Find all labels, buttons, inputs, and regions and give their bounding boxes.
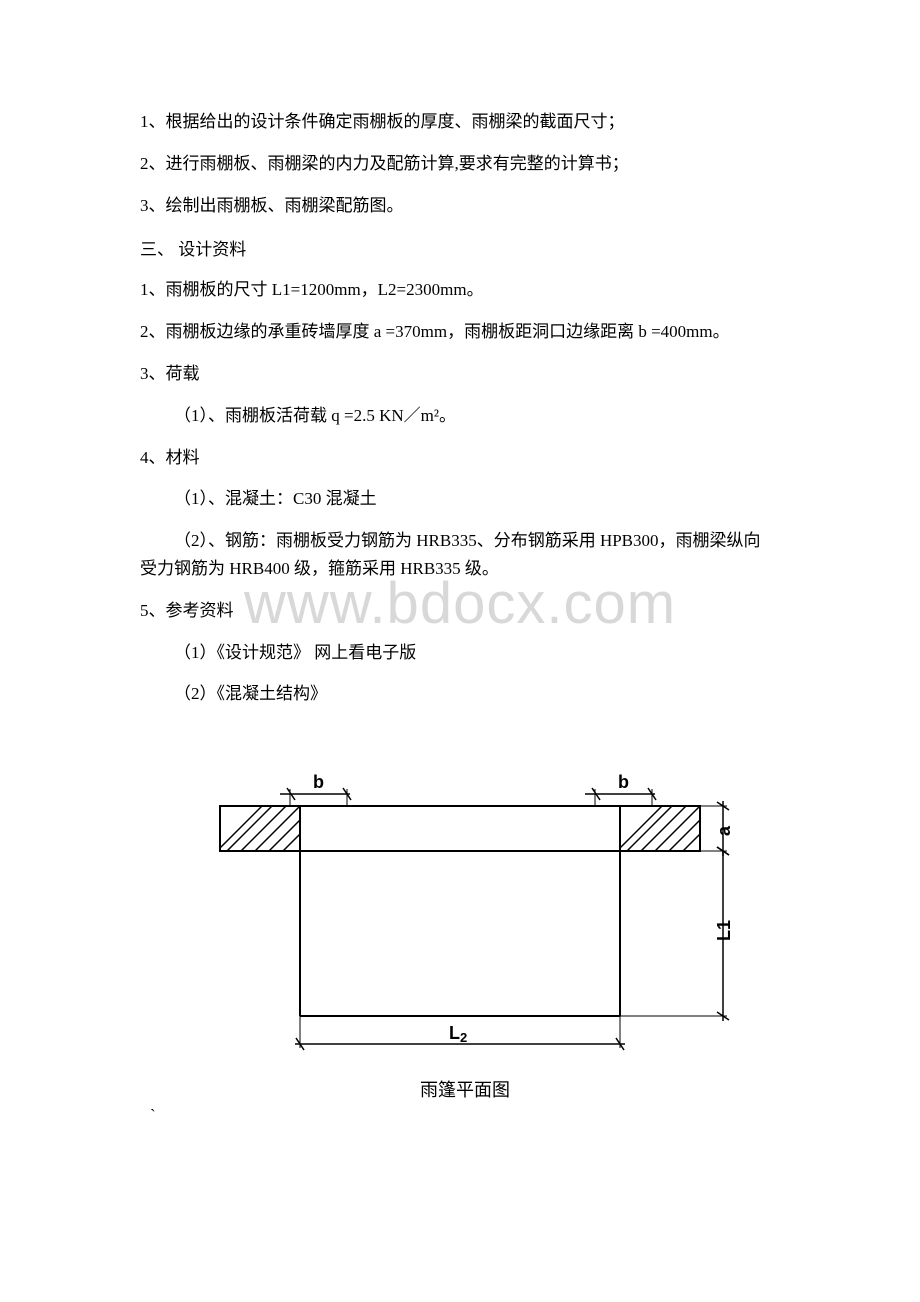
paragraph-3: 3、绘制出雨棚板、雨棚梁配筋图。 xyxy=(140,194,790,218)
dim-L2-label: L2 xyxy=(449,1023,467,1045)
dim-L1: L1 xyxy=(620,847,734,1021)
paragraph-5: 2、雨棚板边缘的承重砖墙厚度 a =370mm，雨棚板距洞口边缘距离 b =40… xyxy=(140,320,790,344)
dim-b-left: b xyxy=(280,772,351,806)
paragraph-1: 1、根据给出的设计条件确定雨棚板的厚度、雨棚梁的截面尺寸； xyxy=(140,110,790,134)
dim-b-right-label: b xyxy=(618,772,629,792)
document-content: 1、根据给出的设计条件确定雨棚板的厚度、雨棚梁的截面尺寸； 2、进行雨棚板、雨棚… xyxy=(0,0,920,1126)
dim-b-right: b xyxy=(585,772,656,806)
paragraph-9: （1）、混凝土：C30 混凝土 xyxy=(140,487,790,511)
section-3-title: 三、 设计资料 xyxy=(140,235,790,260)
diagram-title: 雨篷平面图 xyxy=(165,1076,765,1102)
paragraph-13: （2）《混凝土结构》 xyxy=(140,682,790,706)
paragraph-10b: 受力钢筋为 HRB400 级，箍筋采用 HRB335 级。 xyxy=(140,557,790,581)
paragraph-6: 3、荷载 xyxy=(140,362,790,386)
hatch-left xyxy=(220,806,300,851)
hatch-right xyxy=(620,806,700,851)
paragraph-11: 5、参考资料 xyxy=(140,599,790,623)
canopy-plan-diagram: b b a xyxy=(165,766,765,1106)
dim-a-label: a xyxy=(714,825,734,836)
paragraph-12: （1）《设计规范》 网上看电子版 xyxy=(140,641,790,665)
dim-L1-label: L1 xyxy=(714,920,734,941)
wall-left-rect xyxy=(220,806,300,851)
paragraph-2: 2、进行雨棚板、雨棚梁的内力及配筋计算,要求有完整的计算书； xyxy=(140,152,790,176)
diagram-svg: b b a xyxy=(165,766,765,1066)
dim-b-left-label: b xyxy=(313,772,324,792)
paragraph-4: 1、雨棚板的尺寸 L1=1200mm，L2=2300mm。 xyxy=(140,278,790,302)
paragraph-10a: （2）、钢筋：雨棚板受力钢筋为 HRB335、分布钢筋采用 HPB300，雨棚梁… xyxy=(140,529,790,553)
paragraph-8: 4、材料 xyxy=(140,446,790,470)
stray-backtick: ` xyxy=(150,1106,790,1126)
wall-right-rect xyxy=(620,806,700,851)
paragraph-7: （1）、雨棚板活荷载 q =2.5 KN／m²。 xyxy=(140,404,790,428)
dim-L2: L2 xyxy=(295,1016,625,1050)
